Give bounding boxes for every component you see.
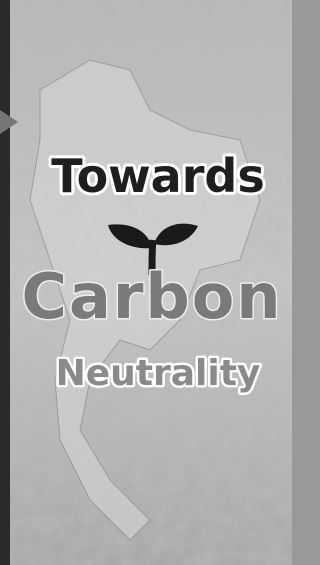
title-line: Carbon: [21, 260, 282, 333]
title-line: Towards: [51, 149, 264, 203]
left-edge: [0, 0, 10, 565]
poster: Towards Carbon Neutrality: [0, 0, 292, 565]
title-line: Neutrality: [56, 353, 261, 394]
page: Towards Carbon Neutrality (() => { const…: [0, 0, 292, 565]
